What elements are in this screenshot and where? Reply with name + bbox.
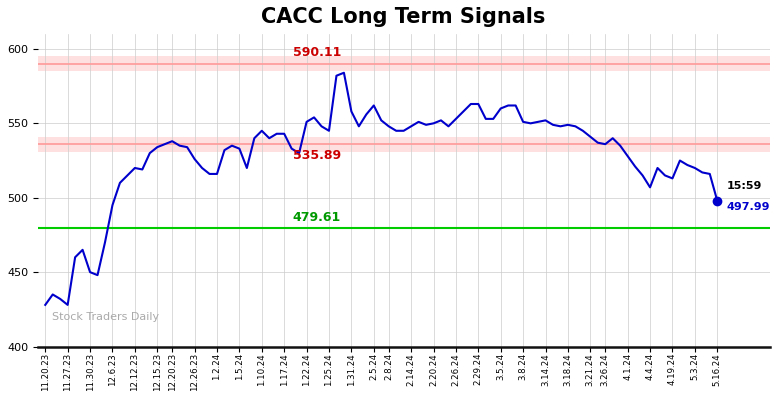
Text: 15:59: 15:59: [726, 181, 761, 191]
Bar: [38, 56, 770, 71]
Text: 497.99: 497.99: [726, 202, 770, 212]
Text: 479.61: 479.61: [293, 211, 341, 224]
Text: 590.11: 590.11: [293, 46, 341, 59]
Text: Stock Traders Daily: Stock Traders Daily: [53, 312, 160, 322]
Bar: [38, 137, 770, 152]
Title: CACC Long Term Signals: CACC Long Term Signals: [262, 7, 546, 27]
Text: 535.89: 535.89: [293, 149, 341, 162]
